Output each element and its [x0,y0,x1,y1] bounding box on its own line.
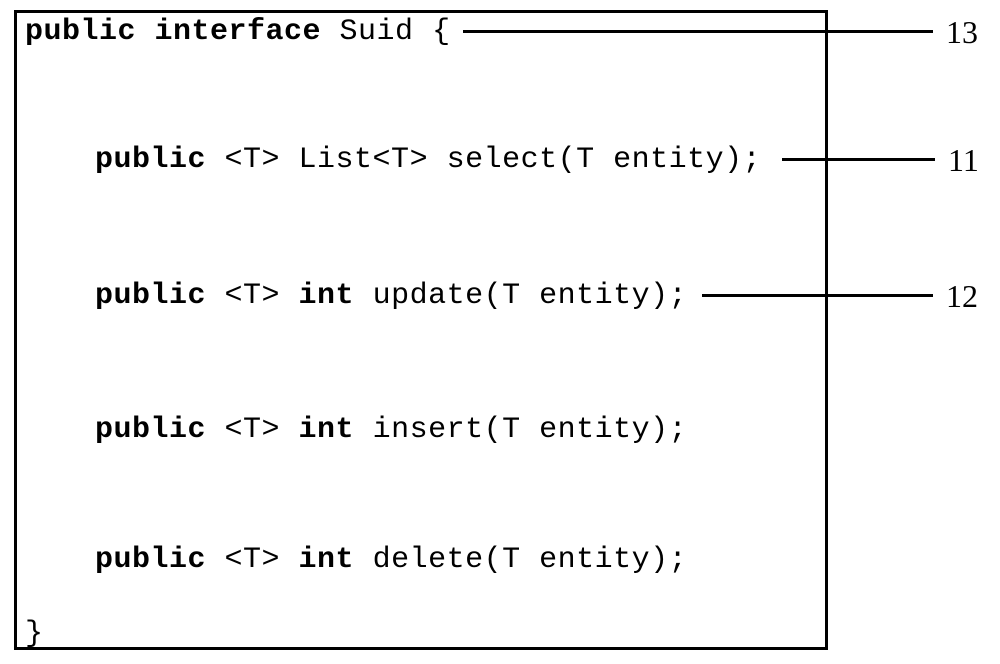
code-token: <T> [206,543,299,577]
code-token: delete(T entity); [354,543,687,577]
code-line: public <T> int update(T entity); [95,279,687,313]
code-box: public interface Suid { public <T> List<T… [14,10,828,650]
code-token: public [95,413,206,447]
code-token: } [25,617,44,651]
code-token: int [299,279,355,313]
callout-connector [702,294,933,297]
code-line: public <T> int insert(T entity); [95,413,687,447]
callout-connector [463,30,933,33]
code-content: public interface Suid { public <T> List<T… [17,13,825,647]
code-token: public [95,279,206,313]
code-token: update(T entity); [354,279,687,313]
code-token: int [299,543,355,577]
code-token: insert(T entity); [354,413,687,447]
code-token: int [299,413,355,447]
code-line: public <T> List<T> select(T entity); [95,143,761,177]
code-token: public [95,143,206,177]
code-token: Suid { [321,15,451,49]
code-line: public interface Suid { [25,15,451,49]
callout-connector [782,158,935,161]
code-token: <T> [206,413,299,447]
code-token: public interface [25,15,321,49]
code-token: <T> [206,279,299,313]
callout-label: 12 [946,278,978,315]
callout-label: 13 [946,14,978,51]
code-line: } [25,617,44,651]
code-token: <T> List<T> select(T entity); [206,143,761,177]
callout-label: 11 [948,142,979,179]
code-token: public [95,543,206,577]
diagram-stage: public interface Suid { public <T> List<T… [0,0,1000,664]
code-line: public <T> int delete(T entity); [95,543,687,577]
